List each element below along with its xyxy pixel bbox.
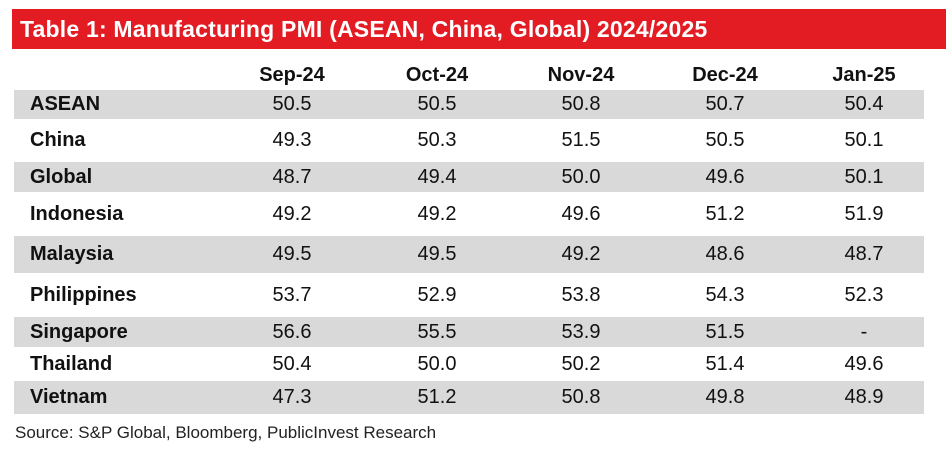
table-row-global: Global 48.7 49.4 50.0 49.6 50.1 (14, 162, 924, 192)
table-row-singapore: Singapore 56.6 55.5 53.9 51.5 - (14, 317, 924, 347)
column-header-jan-25: Jan-25 (832, 63, 896, 86)
table-cell: 50.4 (272, 352, 312, 375)
table-cell: 50.1 (844, 129, 884, 151)
table-cell: 49.3 (272, 129, 312, 151)
table-cell: 50.1 (844, 165, 884, 188)
table-cell: 50.0 (417, 352, 457, 375)
row-label: ASEAN (30, 93, 101, 115)
table-cell: 50.5 (272, 93, 312, 115)
table-cell: 53.8 (561, 283, 601, 306)
table-cell: 51.2 (705, 202, 745, 225)
table-cell: 50.5 (417, 93, 457, 115)
column-header-oct-24: Oct-24 (405, 63, 469, 86)
pmi-table: Sep-24 Oct-24 Nov-24 Dec-24 Jan-25 ASEAN… (14, 60, 924, 414)
table-cell: 49.2 (417, 202, 457, 225)
table-cell: 52.9 (417, 283, 457, 306)
table-cell: - (860, 320, 868, 343)
table-row-vietnam: Vietnam 47.3 51.2 50.8 49.8 48.9 (14, 381, 924, 414)
row-label: Philippines (30, 283, 137, 306)
table-row-philippines: Philippines 53.7 52.9 53.8 54.3 52.3 (14, 273, 924, 317)
column-header-dec-24: Dec-24 (692, 63, 758, 86)
table-title: Table 1: Manufacturing PMI (ASEAN, China… (20, 15, 708, 42)
table-cell: 48.7 (844, 243, 884, 265)
table-row-asean: ASEAN 50.5 50.5 50.8 50.7 50.4 (14, 90, 924, 119)
table-cell: 47.3 (272, 386, 312, 408)
table-cell: 49.4 (417, 165, 457, 188)
table-cell: 51.4 (705, 352, 745, 375)
table-cell: 49.5 (417, 243, 457, 265)
row-label: Indonesia (30, 202, 124, 225)
table-cell: 51.2 (417, 386, 457, 408)
source-note: Source: S&P Global, Bloomberg, PublicInv… (15, 423, 437, 442)
table-cell: 51.5 (705, 320, 745, 343)
table-cell: 51.5 (561, 129, 601, 151)
row-label: Malaysia (30, 243, 114, 265)
table-cell: 56.6 (272, 320, 312, 343)
row-label: Thailand (30, 352, 113, 375)
table-row-malaysia: Malaysia 49.5 49.5 49.2 48.6 48.7 (14, 236, 924, 273)
row-label: Vietnam (30, 386, 108, 408)
table-cell: 53.7 (272, 283, 312, 306)
table-cell: 52.3 (844, 283, 884, 306)
table-row-china: China 49.3 50.3 51.5 50.5 50.1 (14, 119, 924, 162)
table-cell: 49.5 (272, 243, 312, 265)
table-row-thailand: Thailand 50.4 50.0 50.2 51.4 49.6 (14, 347, 924, 381)
table-cell: 48.7 (272, 165, 312, 188)
table-header-row: Sep-24 Oct-24 Nov-24 Dec-24 Jan-25 (14, 60, 924, 90)
table-cell: 50.5 (705, 129, 745, 151)
table-cell: 49.6 (844, 352, 884, 375)
table-cell: 51.9 (844, 202, 884, 225)
table-cell: 54.3 (705, 283, 745, 306)
table-cell: 50.4 (844, 93, 884, 115)
table-cell: 49.2 (561, 243, 601, 265)
table-cell: 55.5 (417, 320, 457, 343)
table-cell: 48.9 (844, 386, 884, 408)
table-cell: 48.6 (705, 243, 745, 265)
table-row-indonesia: Indonesia 49.2 49.2 49.6 51.2 51.9 (14, 192, 924, 236)
row-label: China (30, 129, 86, 151)
table-cell: 50.8 (561, 93, 601, 115)
column-header-sep-24: Sep-24 (259, 63, 325, 86)
table-cell: 50.0 (561, 165, 601, 188)
table-cell: 50.7 (705, 93, 745, 115)
table-cell: 49.6 (561, 202, 601, 225)
table-cell: 50.8 (561, 386, 601, 408)
column-header-nov-24: Nov-24 (547, 63, 615, 86)
row-label: Global (30, 165, 93, 188)
row-label: Singapore (30, 320, 128, 343)
table-cell: 49.8 (705, 386, 745, 408)
table-title-bar: Table 1: Manufacturing PMI (ASEAN, China… (12, 9, 946, 49)
table-cell: 53.9 (561, 320, 601, 343)
table-cell: 49.6 (705, 165, 745, 188)
table-cell: 50.3 (417, 129, 457, 151)
table-cell: 49.2 (272, 202, 312, 225)
table-cell: 50.2 (561, 352, 601, 375)
